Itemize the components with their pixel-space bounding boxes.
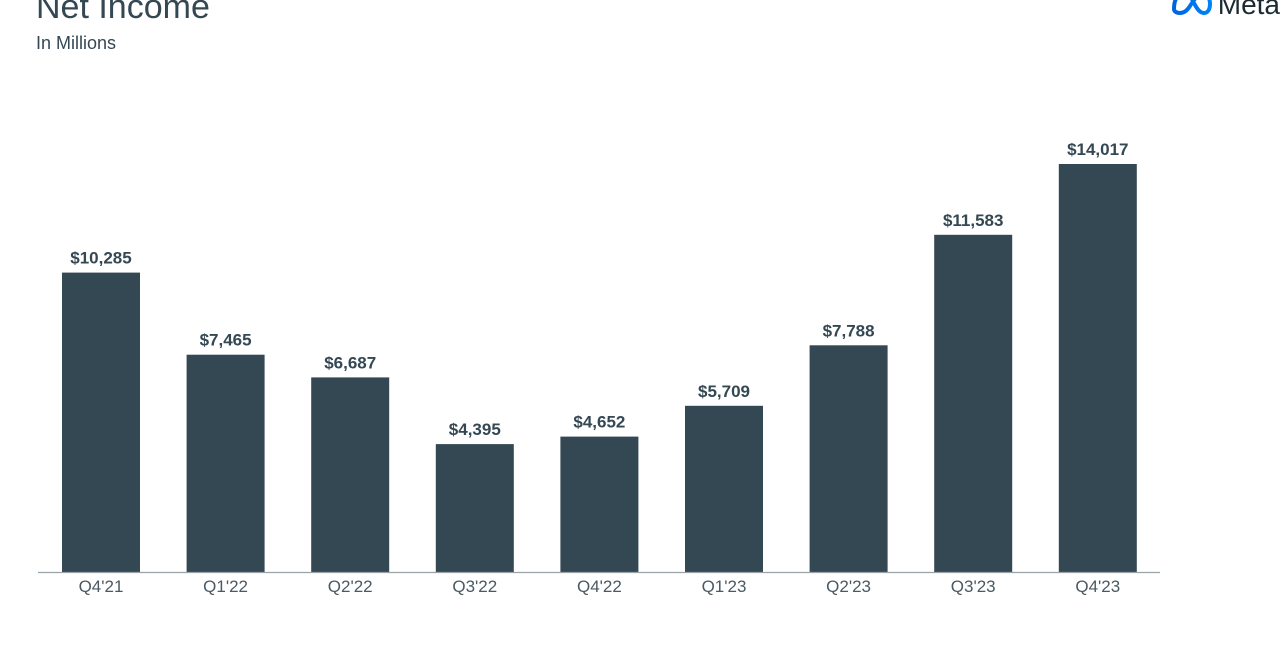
bar — [685, 406, 763, 572]
bar — [560, 437, 638, 572]
x-tick-label: Q1'23 — [702, 577, 747, 596]
x-tick-label: Q3'22 — [452, 577, 497, 596]
data-label: $4,652 — [573, 413, 625, 432]
data-label: $14,017 — [1067, 140, 1128, 159]
x-tick-label: Q4'21 — [79, 577, 124, 596]
bar — [187, 355, 265, 572]
data-label: $7,465 — [200, 331, 252, 350]
bar — [436, 444, 514, 572]
bar — [810, 345, 888, 572]
x-tick-label: Q3'23 — [951, 577, 996, 596]
data-label: $11,583 — [943, 211, 1004, 230]
data-label: $7,788 — [823, 321, 875, 340]
data-label: $10,285 — [70, 249, 131, 268]
x-tick-label: Q4'23 — [1075, 577, 1120, 596]
bar — [934, 235, 1012, 572]
bar — [62, 273, 140, 572]
x-tick-label: Q2'22 — [328, 577, 373, 596]
x-tick-label: Q1'22 — [203, 577, 248, 596]
bar — [1059, 164, 1137, 572]
data-label: $6,687 — [324, 353, 376, 372]
data-label: $4,395 — [449, 420, 501, 439]
x-tick-label: Q2'23 — [826, 577, 871, 596]
bar — [311, 377, 389, 572]
data-label: $5,709 — [698, 382, 750, 401]
x-tick-label: Q4'22 — [577, 577, 622, 596]
